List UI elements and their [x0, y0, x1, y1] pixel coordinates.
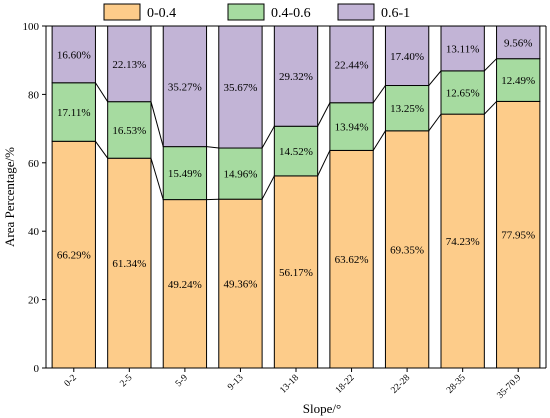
x-tick-label-35-70.9: 35-70.9 [496, 373, 524, 401]
legend-swatch-0.6-1 [337, 3, 375, 21]
x-tick-label-22-28: 22-28 [389, 373, 412, 396]
x-tick-label-2-5: 2-5 [118, 373, 134, 389]
x-tick-label-9-13: 9-13 [226, 373, 246, 393]
data-label-13-18-0-0.4: 56.17% [279, 267, 313, 279]
bar-segment-0-2-0-0.4 [51, 140, 96, 369]
y-tick-label-100: 100 [23, 21, 40, 33]
bar-segment-9-13-0.4-0.6 [218, 147, 263, 200]
data-label-2-5-0-0.4: 61.34% [112, 258, 146, 270]
segment-labels: 66.29% 17.11% 16.60% 61.34% 16.53% 22.13% 49.2… [57, 37, 535, 290]
legend-swatch-0-0.4 [103, 3, 141, 21]
connector-5-0 [372, 130, 386, 151]
bar-segment-2-5-0.6-1 [107, 25, 152, 103]
x-tick-label-13-18: 13-18 [278, 373, 301, 396]
connector-3-0 [261, 175, 275, 200]
y-tick-label-20: 20 [28, 295, 40, 307]
bar-segment-18-22-0.6-1 [329, 25, 374, 104]
bar-segment-2-5-0.4-0.6 [107, 101, 152, 159]
data-label-35-70.9-0.6-1: 9.56% [504, 37, 532, 49]
data-label-28-35-0.6-1: 13.11% [446, 43, 480, 55]
connector-7-0 [483, 101, 497, 115]
bar-segment-18-22-0-0.4 [329, 149, 374, 369]
connector-5-1 [372, 85, 386, 104]
bar-segment-28-35-0.4-0.6 [440, 70, 485, 115]
bar-segment-9-13-0.6-1 [218, 25, 263, 149]
bar-segment-5-9-0.6-1 [162, 25, 208, 148]
data-label-2-5-0.6-1: 22.13% [112, 59, 146, 71]
connector-2-1 [206, 146, 219, 149]
x-tick-label-0-2: 0-2 [63, 373, 79, 389]
connector-4-0 [317, 150, 331, 177]
connector-1-1 [150, 101, 164, 147]
data-label-9-13-0.6-1: 35.67% [223, 82, 257, 94]
bar-segment-13-18-0.6-1 [273, 25, 319, 127]
y-axis-title: Area Percentage/% [2, 147, 17, 247]
bar-segment-35-70.9-0.4-0.6 [496, 58, 541, 102]
legend-label-0.6-1: 0.6-1 [381, 6, 410, 21]
connector-6-0 [428, 113, 442, 132]
data-label-0-2-0.6-1: 16.60% [57, 49, 91, 61]
bar-segment-22-28-0-0.4 [384, 130, 430, 369]
connector-4-1 [317, 102, 331, 127]
x-tick-label-5-9: 5-9 [174, 373, 190, 389]
x-tick-label-18-22: 18-22 [334, 373, 357, 396]
data-label-22-28-0.6-1: 17.40% [390, 51, 424, 63]
data-label-5-9-0.4-0.6: 15.49% [168, 168, 202, 180]
data-label-22-28-0.4-0.6: 13.25% [390, 103, 424, 115]
x-tick-label-28-35: 28-35 [445, 373, 468, 396]
data-label-18-22-0-0.4: 63.62% [335, 254, 369, 266]
connector-0-1 [95, 82, 109, 102]
bar-segment-0-2-0.4-0.6 [51, 82, 96, 142]
x-axis-title: Slope/° [303, 401, 341, 416]
bar-segment-28-35-0.6-1 [440, 25, 485, 72]
data-label-13-18-0.6-1: 29.32% [279, 71, 313, 83]
data-label-9-13-0-0.4: 49.36% [223, 279, 257, 291]
bar-segment-35-70.9-0-0.4 [496, 100, 541, 369]
bar-segment-22-28-0.4-0.6 [384, 85, 430, 132]
legend-label-0.4-0.6: 0.4-0.6 [271, 6, 311, 21]
bar-segment-18-22-0.4-0.6 [329, 102, 374, 151]
data-label-5-9-0.6-1: 35.27% [168, 81, 202, 93]
legend-label-0-0.4: 0-0.4 [147, 6, 176, 21]
bar-segment-22-28-0.6-1 [384, 25, 430, 87]
legend: 0-0.4 0.4-0.6 0.6-1 [103, 3, 410, 21]
connector-0-0 [95, 140, 109, 159]
y-tick-label-0: 0 [34, 363, 40, 375]
connector-3-1 [261, 125, 275, 149]
data-label-35-70.9-0.4-0.6: 12.49% [501, 75, 535, 87]
data-label-35-70.9-0-0.4: 77.95% [501, 230, 535, 242]
connector-7-1 [483, 58, 497, 72]
data-label-22-28-0-0.4: 69.35% [390, 244, 424, 256]
y-tick-label-40: 40 [28, 226, 40, 238]
data-label-28-35-0.4-0.6: 12.65% [446, 88, 480, 100]
data-label-13-18-0.4-0.6: 14.52% [279, 146, 313, 158]
data-label-0-2-0.4-0.6: 17.11% [57, 107, 91, 119]
data-label-9-13-0.4-0.6: 14.96% [223, 169, 257, 181]
data-label-2-5-0.4-0.6: 16.53% [112, 125, 146, 137]
bar-segment-35-70.9-0.6-1 [496, 25, 541, 60]
bar-segment-9-13-0-0.4 [218, 198, 263, 369]
data-label-5-9-0-0.4: 49.24% [168, 279, 202, 291]
bar-segment-2-5-0-0.4 [107, 157, 152, 369]
connector-6-1 [428, 70, 442, 86]
y-tick-label-80: 80 [28, 89, 40, 101]
connector-lines [95, 58, 497, 201]
y-tick-label-60: 60 [28, 158, 40, 170]
connector-1-0 [150, 158, 164, 200]
legend-swatch-0.4-0.6 [227, 3, 265, 21]
data-label-18-22-0.4-0.6: 13.94% [335, 122, 369, 134]
bars [51, 25, 541, 369]
data-label-18-22-0.6-1: 22.44% [335, 59, 369, 71]
data-label-0-2-0-0.4: 66.29% [57, 250, 91, 262]
bar-segment-5-9-0.4-0.6 [162, 146, 208, 201]
data-label-28-35-0-0.4: 74.23% [446, 236, 480, 248]
